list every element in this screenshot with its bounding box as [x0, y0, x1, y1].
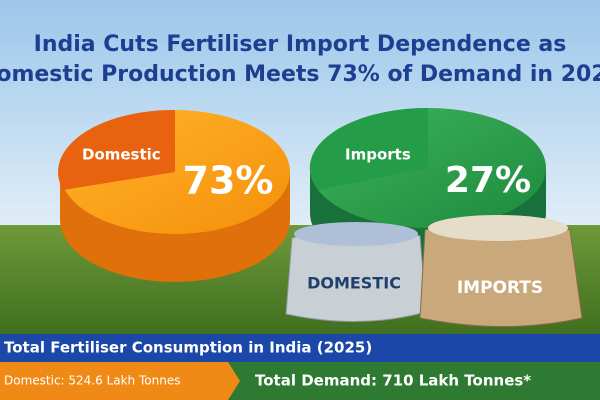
disc-share: 73% [183, 159, 274, 203]
title-line: India Cuts Fertiliser Import Dependence … [34, 32, 567, 57]
sack-label: IMPORTS [457, 278, 543, 298]
domestic-disc [58, 109, 290, 282]
disc-label: Imports [345, 146, 411, 164]
domestic-sack [285, 222, 427, 322]
sack-label: DOMESTIC [307, 274, 401, 293]
imports-sack [419, 215, 583, 327]
banner [0, 334, 600, 362]
footer-domestic: Domestic: 524.6 Lakh Tonnes [4, 374, 180, 388]
footer-total: Total Demand: 710 Lakh Tonnes* [255, 372, 531, 390]
disc-share: 27% [445, 160, 531, 201]
disc-label: Domestic [82, 146, 161, 164]
banner-text: Total Fertiliser Consumption in India (2… [4, 339, 372, 357]
footer-domestic-tag [0, 362, 240, 400]
title-line: Domestic Production Meets 73% of Demand … [0, 62, 600, 87]
